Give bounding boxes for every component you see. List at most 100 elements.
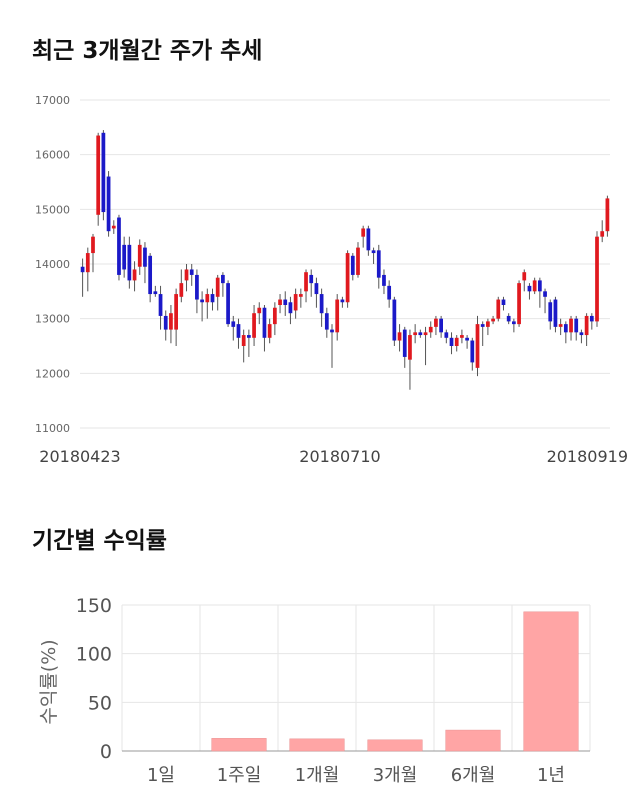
candle-body (574, 318, 579, 333)
candle-body (314, 283, 319, 295)
candle (434, 315, 438, 336)
candle (117, 214, 121, 281)
candle (439, 315, 443, 338)
candle-body (111, 225, 116, 229)
candle (579, 329, 584, 344)
candle (397, 324, 402, 352)
candle-body (454, 337, 459, 346)
candle (605, 195, 610, 237)
candle (267, 318, 272, 344)
candle (91, 233, 95, 273)
candle-body (434, 318, 438, 327)
candle (111, 220, 116, 234)
candle-body (605, 198, 610, 232)
price-y-tick: 14000 (35, 258, 70, 271)
candle-body (584, 315, 589, 336)
candle (221, 272, 225, 297)
candle (241, 329, 246, 363)
candle (543, 288, 547, 314)
candle (132, 261, 137, 292)
candle-body (247, 335, 251, 338)
returns-y-tick: 100 (76, 644, 112, 666)
candle-body (548, 302, 553, 322)
candle (226, 280, 230, 327)
candle-body (267, 324, 272, 338)
candle (475, 315, 480, 377)
candle (527, 283, 532, 300)
candle-body (543, 291, 547, 297)
candle-body (231, 321, 236, 327)
candle (106, 171, 111, 237)
candle (480, 321, 485, 346)
price-y-tick: 12000 (35, 367, 70, 380)
returns-grid (121, 604, 591, 752)
candle-body (137, 244, 142, 267)
candle (272, 302, 277, 336)
candle-body (444, 332, 449, 338)
candle (231, 315, 236, 341)
candle-body (257, 307, 262, 314)
candle-body (569, 318, 573, 333)
candle (127, 236, 132, 289)
candle-body (293, 294, 298, 311)
candle-body (210, 294, 215, 303)
candle-body (408, 335, 412, 360)
returns-y-tick-labels: 0 50 100 150 (76, 595, 112, 763)
candle (283, 291, 288, 316)
candle (376, 244, 381, 289)
candle (184, 264, 189, 292)
candle-body (340, 299, 345, 303)
candle (558, 318, 563, 336)
candle (486, 318, 490, 336)
candle-body (200, 299, 204, 303)
candles (80, 130, 610, 390)
candle (402, 326, 407, 368)
candle (96, 132, 101, 226)
candle-body (376, 250, 381, 278)
returns-x-tick: 1주일 (217, 765, 262, 786)
candle-body (226, 283, 230, 325)
candle (517, 280, 521, 327)
candle-body (330, 329, 334, 333)
candle (392, 296, 397, 346)
candle-body (418, 332, 423, 336)
candle-body (153, 291, 158, 295)
candle-body (122, 244, 127, 270)
candle-body (366, 228, 371, 251)
returns-y-tick: 50 (88, 692, 112, 714)
returns-x-tick: 1개월 (295, 765, 340, 786)
candle (210, 288, 215, 311)
candle (501, 296, 506, 311)
returns-x-tick: 6개월 (451, 765, 496, 786)
candle-body (241, 335, 246, 346)
candle (584, 313, 589, 346)
candle-body (163, 315, 168, 330)
candle-body (148, 255, 153, 295)
candle (418, 329, 423, 338)
candle (423, 326, 428, 366)
candle (85, 247, 90, 292)
candle-body (465, 337, 469, 341)
candle (309, 269, 314, 297)
candle (298, 288, 303, 308)
candle (122, 236, 127, 278)
candle (174, 288, 178, 346)
candle-body (169, 313, 173, 330)
price-y-tick: 16000 (35, 149, 70, 162)
candle-body (298, 294, 303, 297)
candle-body (174, 294, 178, 330)
candle-body (184, 269, 189, 281)
candle-body (304, 272, 308, 292)
candle-body (189, 269, 194, 275)
candle-body (402, 329, 407, 357)
candle (465, 335, 469, 349)
return-bar (523, 611, 579, 752)
candle-body (288, 302, 293, 314)
price-y-tick: 17000 (35, 94, 70, 107)
candle-body (517, 283, 521, 325)
return-bar (445, 729, 501, 752)
candle-body (522, 272, 527, 281)
candle (548, 299, 553, 330)
candle-body (501, 299, 506, 305)
candle-body (309, 274, 314, 284)
